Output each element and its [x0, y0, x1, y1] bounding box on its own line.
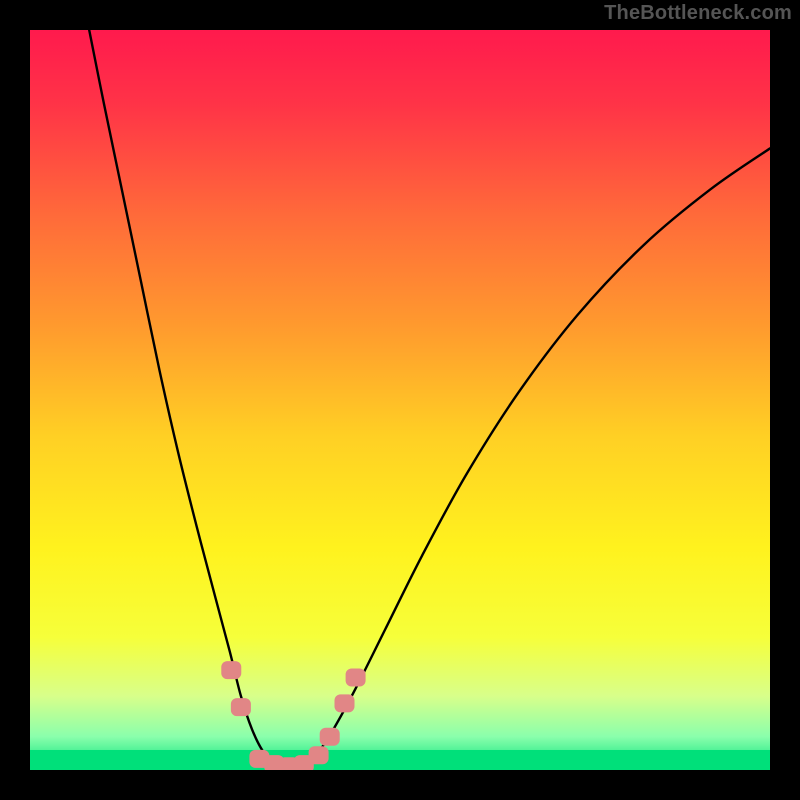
curve-marker [231, 698, 251, 716]
bottleneck-curve [89, 30, 770, 766]
curve-marker [221, 661, 241, 679]
frame-border-right [770, 0, 800, 800]
curve-marker [346, 669, 366, 687]
frame-border-bottom [0, 770, 800, 800]
curve-marker [320, 728, 340, 746]
frame-border-left [0, 0, 30, 800]
watermark-text: TheBottleneck.com [604, 2, 792, 25]
curve-marker [335, 694, 355, 712]
bottleneck-curve-svg [0, 0, 800, 800]
curve-marker [309, 746, 329, 764]
chart-stage: TheBottleneck.com [0, 0, 800, 800]
